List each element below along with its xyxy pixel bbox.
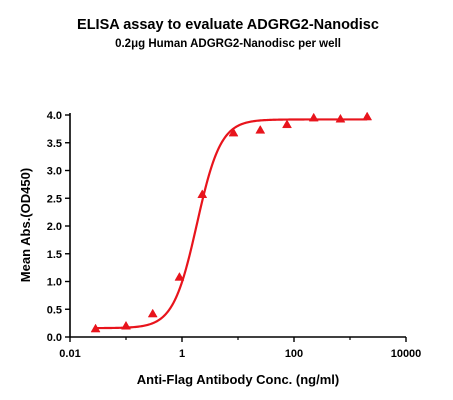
data-point: [174, 272, 185, 281]
y-tick-label: 4.0: [47, 110, 62, 122]
fit-curve: [95, 118, 368, 330]
chart-title: ELISA assay to evaluate ADGRG2-Nanodisc: [77, 17, 379, 33]
axes: 0.0 0.5 1.0 1.5 2.0 2.5 3.0 3.5 4.0 0.01 1 100 10000: [47, 110, 422, 360]
x-tick-label: 0.01: [59, 348, 80, 360]
data-point: [282, 119, 292, 129]
y-tick-label: 2.0: [47, 221, 62, 233]
y-tick-label: 0.5: [47, 304, 62, 316]
y-tick-label: 3.0: [47, 166, 62, 178]
y-axis-label: Mean Abs.(OD450): [18, 168, 33, 282]
y-tick-label: 2.5: [47, 193, 62, 205]
data-point: [308, 112, 319, 122]
y-tick-label: 1.0: [47, 277, 62, 289]
fit-curve-layer: [95, 118, 368, 330]
x-tick-label: 100: [285, 348, 303, 360]
y-tick-label: 1.5: [47, 249, 62, 261]
data-point: [335, 113, 346, 123]
y-tick-label: 0.0: [47, 332, 62, 344]
data-point: [255, 124, 266, 134]
data-points: [90, 111, 373, 333]
data-point: [121, 320, 131, 330]
data-point: [147, 308, 158, 318]
x-axis-label: Anti-Flag Antibody Conc. (ng/ml): [137, 372, 339, 387]
x-tick-label: 10000: [391, 348, 422, 360]
x-tick-label: 1: [179, 348, 185, 360]
data-point: [90, 323, 101, 333]
chart-subtitle: 0.2μg Human ADGRG2-Nanodisc per well: [115, 38, 341, 50]
data-point: [197, 189, 208, 198]
data-point: [228, 127, 239, 137]
y-tick-label: 3.5: [47, 138, 62, 150]
data-point: [362, 111, 373, 121]
